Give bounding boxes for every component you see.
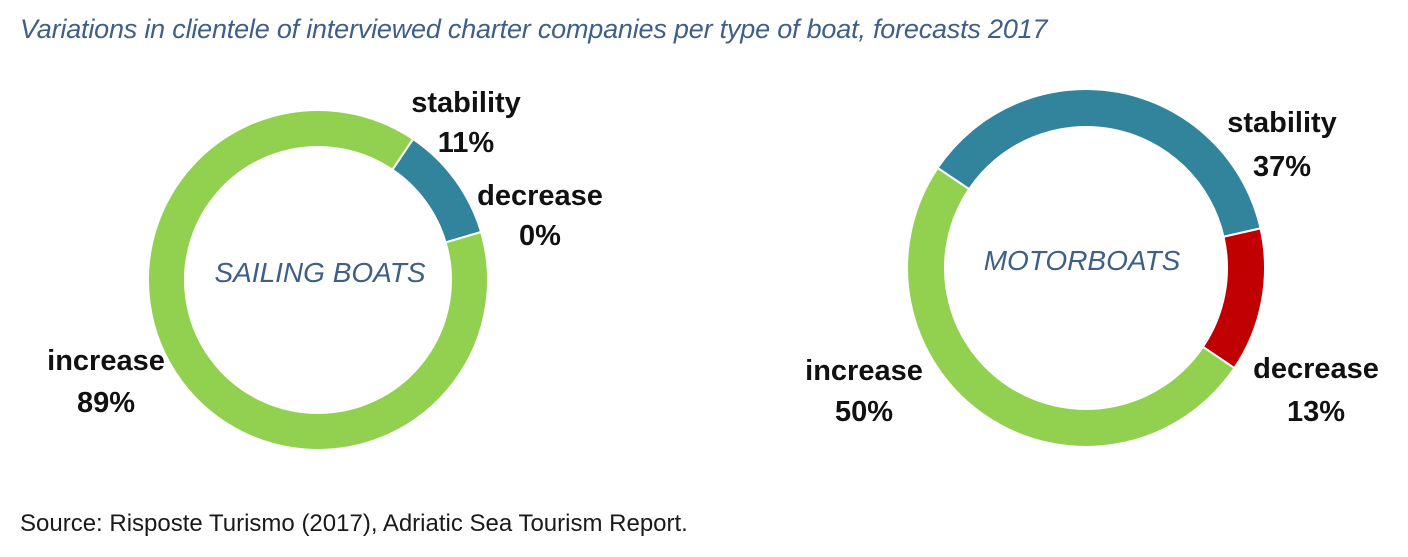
center-label-sailing: SAILING BOATS: [214, 257, 425, 288]
donut-charts: SAILING BOATS MOTORBOATS stability 11% d…: [47, 87, 1379, 451]
source-note: Source: Risposte Turismo (2017), Adriati…: [20, 510, 688, 537]
slice-name-label: stability: [1227, 107, 1337, 139]
donut-slice-increase: [906, 166, 1236, 448]
slice-value-label: 50%: [835, 396, 893, 428]
slice-name-label: decrease: [477, 180, 603, 212]
slice-value-label: 37%: [1253, 151, 1311, 183]
slice-value-label: 0%: [519, 220, 561, 252]
donut-sailing-boats: [147, 109, 489, 451]
donut-motorboats: [906, 88, 1266, 448]
slice-value-label: 89%: [77, 387, 135, 419]
donut-slice-stability: [936, 88, 1262, 238]
slice-value-label: 11%: [438, 127, 495, 159]
slice-value-label: 13%: [1287, 396, 1345, 428]
center-label-motor: MOTORBOATS: [984, 245, 1181, 276]
slice-name-label: increase: [805, 355, 923, 387]
slice-name-label: increase: [47, 345, 165, 377]
slice-name-label: decrease: [1253, 353, 1379, 385]
donut-slice-decrease: [1201, 227, 1266, 370]
donut-slice-increase: [147, 109, 489, 451]
chart-title: Variations in clientele of interviewed c…: [20, 14, 1048, 44]
slice-name-label: stability: [411, 87, 521, 119]
